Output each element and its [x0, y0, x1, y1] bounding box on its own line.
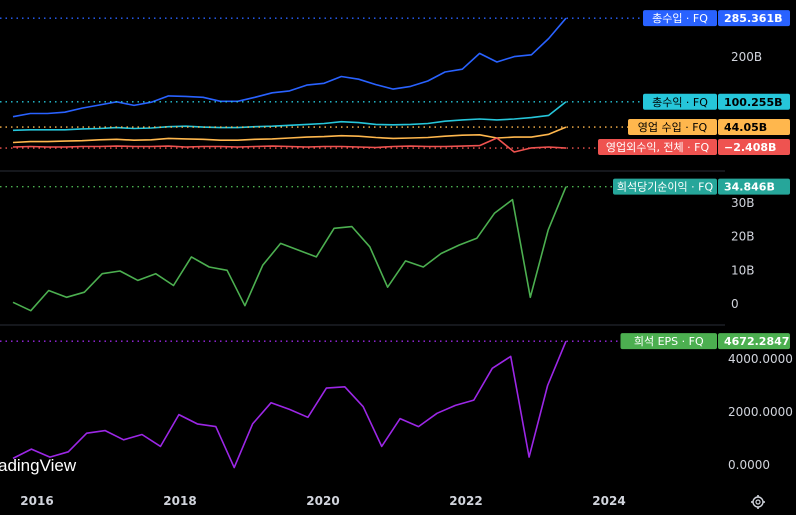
non-operating-income-value: −2.408B: [724, 141, 776, 154]
non-operating-income-label: 영업외수익, 전체 · FQ: [606, 141, 710, 154]
x-axis-tick-label: 2020: [306, 494, 339, 508]
x-axis-tick-label: 2016: [20, 494, 53, 508]
diluted-net-income-value: 34.846B: [724, 181, 775, 194]
y-axis-tick-label: 30B: [731, 196, 755, 210]
operating-income-line[interactable]: [12, 126, 567, 144]
diluted-eps-line[interactable]: [12, 340, 567, 469]
gross-profit-label-badge[interactable]: [643, 93, 717, 110]
y-axis-tick-label: 10B: [731, 263, 755, 277]
operating-income-label: 영업 수입 · FQ: [638, 121, 708, 134]
diluted-eps-label-badge[interactable]: [620, 333, 718, 350]
diluted-eps-label: 희석 EPS · FQ: [634, 335, 704, 348]
y-axis-tick-label: 200B: [731, 50, 762, 64]
operating-income-value: 44.05B: [724, 121, 767, 134]
x-axis-tick-label: 2018: [163, 494, 196, 508]
y-axis-tick-label: 2000.0000: [728, 405, 793, 419]
settings-gear-icon[interactable]: [751, 495, 765, 509]
diluted-eps-value-badge: [718, 333, 790, 350]
total-revenue-label: 총수입 · FQ: [652, 12, 708, 25]
diluted-net-income-line[interactable]: [12, 186, 567, 312]
gross-profit-value: 100.255B: [724, 96, 783, 109]
operating-income-value-badge: [718, 119, 790, 135]
diluted-net-income-label-badge[interactable]: [613, 178, 717, 195]
total-revenue-line[interactable]: [12, 17, 567, 118]
diluted-net-income-label: 희석당기순이익 · FQ: [617, 181, 714, 194]
gross-profit-value-badge: [718, 93, 790, 110]
x-axis-tick-label: 2022: [449, 494, 482, 508]
y-axis-tick-label: 20B: [731, 230, 755, 244]
diluted-net-income-value-badge: [718, 178, 790, 195]
non-operating-income-line[interactable]: [12, 137, 567, 153]
x-axis-tick-label: 2024: [592, 494, 625, 508]
tradingview-watermark: adingView: [0, 456, 77, 475]
total-revenue-label-badge[interactable]: [643, 10, 717, 27]
gross-profit-label: 총수익 · FQ: [652, 96, 708, 109]
y-axis-tick-label: 4000.0000: [728, 352, 793, 366]
total-revenue-value-badge: [718, 10, 790, 27]
operating-income-label-badge[interactable]: [628, 119, 717, 135]
y-axis-tick-label: 0: [731, 297, 739, 311]
gross-profit-line[interactable]: [12, 101, 567, 132]
non-operating-income-value-badge: [718, 139, 790, 155]
y-axis-tick-label: 0.0000: [728, 458, 770, 472]
total-revenue-value: 285.361B: [724, 12, 783, 25]
non-operating-income-label-badge[interactable]: [598, 139, 717, 155]
diluted-eps-value: 4672.2847: [724, 335, 789, 348]
